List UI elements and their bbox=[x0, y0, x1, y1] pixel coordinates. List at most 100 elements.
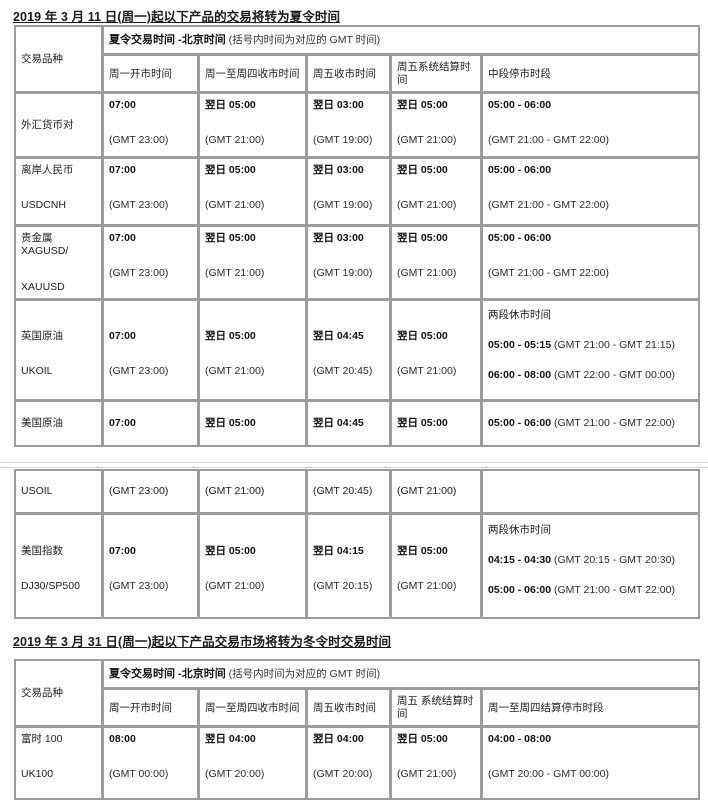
product-name-cell: 美国原油 bbox=[15, 400, 102, 446]
product-line-2: DJ30/SP500 bbox=[21, 580, 80, 593]
table-header-row-sub: 周一开市时间 周一至周四收市时间 周五收市时间 周五系统结算时间 中段停市时段 bbox=[15, 55, 700, 93]
header-mon-thu-close: 周一至周四收市时间 bbox=[199, 689, 306, 727]
value-bold: 翌日 05:00 bbox=[205, 417, 256, 430]
halt-2-time: 06:00 - 08:00 bbox=[488, 368, 552, 381]
value-gmt: (GMT 21:00 - GMT 22:00) bbox=[488, 267, 609, 280]
value-gmt: (GMT 21:00) bbox=[205, 485, 265, 498]
value-bold: 05:00 - 06:00 bbox=[488, 164, 552, 177]
value-gmt: (GMT 19:00) bbox=[313, 199, 373, 212]
product-line-1: 英国原油 bbox=[21, 329, 63, 342]
value-bold: 翌日 05:00 bbox=[397, 99, 448, 112]
product-name-cell: 离岸人民币 USDCNH bbox=[15, 158, 102, 226]
header-product-column: 交易品种 bbox=[15, 26, 102, 93]
value-gmt: (GMT 20:45) bbox=[313, 364, 373, 377]
value-gmt: (GMT 21:00) bbox=[397, 267, 457, 280]
halt-period-cell: 两段休市时间 05:00 - 05:15 (GMT 21:00 - GMT 21… bbox=[482, 299, 700, 400]
halt-2-time: 05:00 - 06:00 bbox=[488, 584, 552, 597]
value-gmt: (GMT 21:00 - GMT 22:00) bbox=[488, 199, 609, 212]
halt-1-time: 04:15 - 04:30 bbox=[488, 554, 552, 567]
friday-close-cell: 翌日 03:00 (GMT 19:00) bbox=[307, 93, 390, 158]
monday-open-cell: 07:00 bbox=[103, 400, 198, 446]
table-header-row-top: 交易品种 夏令交易时间 -北京时间 (括号内时间为对应的 GMT 时间) bbox=[15, 660, 700, 727]
header-friday-close: 周五收市时间 bbox=[307, 55, 390, 93]
friday-settlement-cell: 翌日 05:00 (GMT 21:00) bbox=[391, 514, 481, 618]
halt-title: 两段休市时间 bbox=[488, 308, 551, 321]
monday-open-cell: 07:00 (GMT 23:00) bbox=[103, 226, 198, 299]
monday-open-cell: 07:00 (GMT 23:00) bbox=[103, 158, 198, 226]
value-bold: 翌日 05:00 bbox=[205, 545, 256, 557]
header-schedule-note: (括号内时间为对应的 GMT 时间) bbox=[228, 33, 381, 46]
value-bold: 翌日 03:00 bbox=[313, 99, 364, 112]
value-gmt: (GMT 23:00) bbox=[109, 485, 169, 498]
halt-period-1: 05:00 - 05:15 (GMT 21:00 - GMT 21:15) bbox=[488, 339, 694, 352]
value-gmt: (GMT 20:00) bbox=[205, 768, 265, 781]
friday-settlement-cell: 翌日 05:00 (GMT 21:00) bbox=[391, 727, 481, 800]
product-name-cell: 富时 100 UK100 bbox=[15, 727, 102, 800]
value-bold: 翌日 05:00 bbox=[205, 329, 256, 342]
value-bold: 04:00 - 08:00 bbox=[488, 733, 552, 746]
value-bold: 08:00 bbox=[109, 733, 136, 746]
value-bold: 05:00 - 06:00 bbox=[488, 99, 552, 112]
winter-trading-hours-table: 交易品种 夏令交易时间 -北京时间 (括号内时间为对应的 GMT 时间) 周一开… bbox=[14, 659, 701, 801]
page-break-line-bottom bbox=[0, 467, 708, 468]
value-bold: 07:00 bbox=[109, 99, 136, 112]
value-bold: 翌日 05:00 bbox=[397, 232, 448, 245]
header-mon-thu-close: 周一至周四收市时间 bbox=[199, 55, 306, 93]
friday-settlement-cell: 翌日 05:00 (GMT 21:00) bbox=[391, 158, 481, 226]
halt-period-cell: 05:00 - 06:00 (GMT 21:00 - GMT 22:00) bbox=[482, 158, 700, 226]
value-gmt: (GMT 21:00) bbox=[397, 199, 457, 212]
value-bold: 07:00 bbox=[109, 329, 136, 342]
value-bold: 07:00 bbox=[109, 417, 136, 430]
friday-settlement-cell: 翌日 05:00 (GMT 21:00) bbox=[391, 226, 481, 299]
table-row: 富时 100 UK100 08:00 (GMT 00:00) 翌日 04:00 … bbox=[15, 727, 700, 800]
page-break-gap bbox=[0, 463, 708, 467]
value-gmt: (GMT 23:00) bbox=[109, 199, 169, 212]
value-bold: 翌日 04:45 bbox=[313, 417, 364, 430]
value-gmt: (GMT 21:00 - GMT 22:00) bbox=[488, 134, 609, 147]
value-gmt: (GMT 21:00) bbox=[397, 134, 457, 147]
halt-period-cell: 两段休市时间 04:15 - 04:30 (GMT 20:15 - GMT 20… bbox=[482, 514, 699, 618]
halt-1-gmt: (GMT 20:15 - GMT 20:30) bbox=[553, 554, 675, 567]
value-gmt: (GMT 20:15) bbox=[313, 580, 373, 593]
value-bold: 翌日 03:00 bbox=[313, 164, 364, 177]
header-product-column: 交易品种 bbox=[15, 660, 102, 727]
product-line-1: 富时 100 bbox=[21, 733, 63, 746]
product-name-cell: USOIL bbox=[15, 470, 102, 513]
halt-period-2: 06:00 - 08:00 (GMT 22:00 - GMT 00:00) bbox=[488, 369, 694, 382]
value-gmt: (GMT 21:00) bbox=[397, 485, 457, 498]
summer-schedule-title: 2019 年 3 月 11 日(周一)起以下产品的交易将转为夏令时间 bbox=[13, 10, 341, 24]
value-gmt: (GMT 21:00) bbox=[205, 199, 265, 212]
mon-thu-close-cell: 翌日 05:00 (GMT 21:00) bbox=[199, 158, 306, 226]
mon-thu-close-cell: 翌日 05:00 bbox=[199, 400, 306, 446]
monday-open-cell: 07:00 (GMT 23:00) bbox=[103, 93, 198, 158]
mon-thu-close-cell: 翌日 05:00 (GMT 21:00) bbox=[199, 93, 306, 158]
value-gmt: (GMT 23:00) bbox=[109, 267, 169, 280]
header-schedule-bold: 夏令交易时间 -北京时间 bbox=[109, 667, 226, 680]
friday-close-cell: (GMT 20:45) bbox=[307, 470, 390, 513]
halt-2-gmt: (GMT 22:00 - GMT 00:00) bbox=[553, 368, 675, 381]
header-settlement-halt-period: 周一至周四结算停市时段 bbox=[482, 689, 700, 727]
mon-thu-close-cell: 翌日 05:00 (GMT 21:00) bbox=[199, 514, 306, 618]
friday-close-cell: 翌日 03:00 (GMT 19:00) bbox=[307, 158, 390, 226]
winter-schedule-title: 2019 年 3 月 31 日(周一)起以下产品交易市场将转为冬令时交易时间 bbox=[13, 635, 392, 649]
value-bold: 翌日 05:00 bbox=[397, 545, 448, 557]
value-gmt: (GMT 21:00) bbox=[205, 364, 265, 377]
mon-thu-close-cell: 翌日 04:00 (GMT 20:00) bbox=[199, 727, 306, 800]
monday-open-cell: 08:00 (GMT 00:00) bbox=[103, 727, 198, 800]
product-line-1: 贵金属 XAGUSD/ bbox=[21, 232, 69, 258]
halt-title: 两段休市时间 bbox=[488, 524, 551, 536]
value-gmt: (GMT 20:00) bbox=[313, 768, 373, 781]
header-monday-open: 周一开市时间 bbox=[103, 689, 198, 727]
product-line-2: UK100 bbox=[21, 768, 54, 781]
header-friday-settlement: 周五 系统结算时间 bbox=[391, 689, 481, 727]
header-monday-open: 周一开市时间 bbox=[103, 55, 198, 93]
halt-period-2: 05:00 - 06:00 (GMT 21:00 - GMT 22:00) bbox=[488, 584, 694, 597]
product-line-1: 美国指数 bbox=[21, 545, 63, 557]
friday-settlement-cell: 翌日 05:00 bbox=[391, 400, 481, 446]
header-schedule-span: 夏令交易时间 -北京时间 (括号内时间为对应的 GMT 时间) bbox=[103, 660, 700, 688]
value-gmt: (GMT 21:00) bbox=[397, 768, 457, 781]
value-bold: 翌日 05:00 bbox=[397, 164, 448, 177]
page-break-separator bbox=[0, 462, 708, 469]
table-header-row-top: 交易品种 夏令交易时间 -北京时间 (括号内时间为对应的 GMT 时间) bbox=[15, 26, 700, 93]
